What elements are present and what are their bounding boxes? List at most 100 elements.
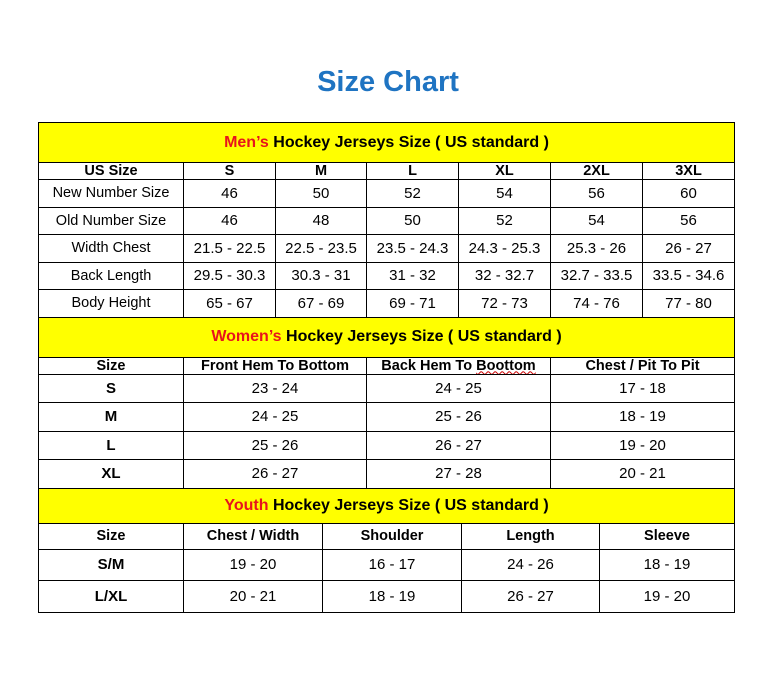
column-header-text: Shoulder — [360, 528, 424, 544]
column-header: Front Hem To Bottom — [183, 357, 367, 375]
table-cell: 25 - 26 — [366, 402, 551, 432]
table-row: XL 26 - 27 27 - 28 20 - 21 — [38, 459, 736, 489]
row-label: XL — [38, 459, 184, 489]
column-header: Size — [38, 357, 184, 375]
table-cell: 19 - 20 — [598, 580, 736, 613]
mens-size-table: Men’s Hockey Jerseys Size ( US standard … — [37, 122, 736, 318]
column-header-text: M — [314, 163, 328, 179]
column-header: L — [366, 162, 459, 180]
table-cell: 23.5 - 24.3 — [366, 234, 459, 263]
row-label: Width Chest — [38, 234, 184, 263]
table-cell: 46 — [183, 179, 276, 208]
table-cell: 20 - 21 — [549, 459, 736, 489]
womens-size-table: Women’s Hockey Jerseys Size ( US standar… — [37, 317, 736, 489]
table-cell: 24 - 26 — [461, 549, 600, 581]
table-cell: 27 - 28 — [366, 459, 551, 489]
page-title: Size Chart — [317, 66, 459, 98]
women-section-title: Women’s Hockey Jerseys Size ( US standar… — [37, 317, 736, 358]
table-cell: 74 - 76 — [550, 289, 643, 318]
table-cell: 19 - 20 — [549, 431, 736, 460]
table-cell: 50 — [366, 206, 459, 235]
table-cell: 50 — [275, 179, 367, 208]
table-cell: 65 - 67 — [183, 289, 276, 318]
table-cell: 25.3 - 26 — [550, 234, 643, 263]
table-row: Body Height 65 - 67 67 - 69 69 - 71 72 - 73 7… — [38, 289, 736, 318]
women-header-row: Size Front Hem To Bottom Back Hem To Boott… — [38, 357, 736, 375]
youth-size-table: Youth Hockey Jerseys Size ( US standard … — [37, 488, 736, 613]
column-header-text: XL — [495, 163, 514, 179]
table-cell: 56 — [550, 179, 643, 208]
table-cell: 17 - 18 — [549, 374, 736, 403]
column-header-text: US Size — [84, 163, 138, 179]
table-cell: 29.5 - 30.3 — [183, 261, 276, 290]
section-title-text: Hockey Jerseys Size ( US standard ) — [268, 133, 549, 151]
table-row: New Number Size 46 50 52 54 56 60 — [38, 179, 736, 208]
table-cell: 19 - 20 — [183, 549, 323, 581]
column-header: Length — [461, 523, 600, 550]
column-header-text: L — [408, 163, 417, 179]
column-header: Chest / Width — [183, 523, 323, 550]
column-header-text: Chest / Width — [206, 528, 300, 544]
table-cell: 46 — [183, 206, 276, 235]
table-cell: 32.7 - 33.5 — [550, 261, 643, 290]
section-title-cell: Youth Hockey Jerseys Size ( US standard … — [37, 488, 736, 524]
column-header-text: Size — [96, 528, 126, 544]
column-header: M — [275, 162, 367, 180]
table-cell: 25 - 26 — [183, 431, 367, 460]
column-header: S — [183, 162, 276, 180]
table-cell: 52 — [366, 179, 459, 208]
row-label: Body Height — [38, 289, 184, 318]
column-header: Shoulder — [322, 523, 462, 550]
table-cell: 60 — [641, 179, 736, 208]
table-row: S/M 19 - 20 16 - 17 24 - 26 18 - 19 — [38, 549, 736, 581]
column-header-text: Back Hem To Boottom — [381, 357, 536, 374]
youth-section-title: Youth Hockey Jerseys Size ( US standard … — [37, 488, 736, 524]
column-header-text: Chest / Pit To Pit — [585, 357, 700, 374]
row-label: L — [38, 431, 184, 460]
section-title-text: Hockey Jerseys Size ( US standard ) — [268, 496, 549, 514]
section-title-cell: Women’s Hockey Jerseys Size ( US standar… — [37, 317, 736, 358]
table-cell: 26 - 27 — [183, 459, 367, 489]
section-title-cell: Men’s Hockey Jerseys Size ( US standard … — [37, 122, 736, 163]
table-cell: 26 - 27 — [366, 431, 551, 460]
column-header-text: S — [224, 163, 235, 179]
table-cell: 77 - 80 — [641, 289, 736, 318]
column-header: 2XL — [550, 162, 643, 180]
section-title-highlight: Youth — [224, 496, 269, 514]
column-header: US Size — [38, 162, 184, 180]
row-label: New Number Size — [38, 179, 184, 208]
table-cell: 30.3 - 31 — [275, 261, 367, 290]
column-header: XL — [458, 162, 551, 180]
row-label: L/XL — [38, 580, 184, 613]
column-header: Back Hem To Boottom — [366, 357, 551, 375]
table-cell: 54 — [458, 179, 551, 208]
table-cell: 69 - 71 — [366, 289, 459, 318]
table-cell: 18 - 19 — [549, 402, 736, 432]
row-label: S/M — [38, 549, 184, 581]
column-header-text: 2XL — [583, 163, 610, 179]
table-cell: 24 - 25 — [366, 374, 551, 403]
column-header: Chest / Pit To Pit — [549, 357, 736, 375]
size-chart: Men’s Hockey Jerseys Size ( US standard … — [37, 122, 736, 613]
table-cell: 48 — [275, 206, 367, 235]
table-cell: 22.5 - 23.5 — [275, 234, 367, 263]
table-cell: 26 - 27 — [461, 580, 600, 613]
table-cell: 32 - 32.7 — [458, 261, 551, 290]
table-cell: 26 - 27 — [641, 234, 736, 263]
spellcheck-underline: Boottom — [476, 357, 536, 374]
column-header: Size — [38, 523, 184, 550]
table-cell: 20 - 21 — [183, 580, 323, 613]
section-title-highlight: Women’s — [211, 328, 282, 345]
table-row: L 25 - 26 26 - 27 19 - 20 — [38, 431, 736, 460]
men-section-title: Men’s Hockey Jerseys Size ( US standard … — [37, 122, 736, 163]
table-cell: 18 - 19 — [322, 580, 462, 613]
table-row: Old Number Size 46 48 50 52 54 56 — [38, 206, 736, 235]
table-cell: 23 - 24 — [183, 374, 367, 403]
table-row: M 24 - 25 25 - 26 18 - 19 — [38, 402, 736, 432]
table-cell: 54 — [550, 206, 643, 235]
column-header-text: Length — [506, 528, 555, 544]
row-label: S — [38, 374, 184, 403]
section-title-text: Hockey Jerseys Size ( US standard ) — [281, 328, 562, 345]
table-cell: 31 - 32 — [366, 261, 459, 290]
row-label: Back Length — [38, 261, 184, 290]
